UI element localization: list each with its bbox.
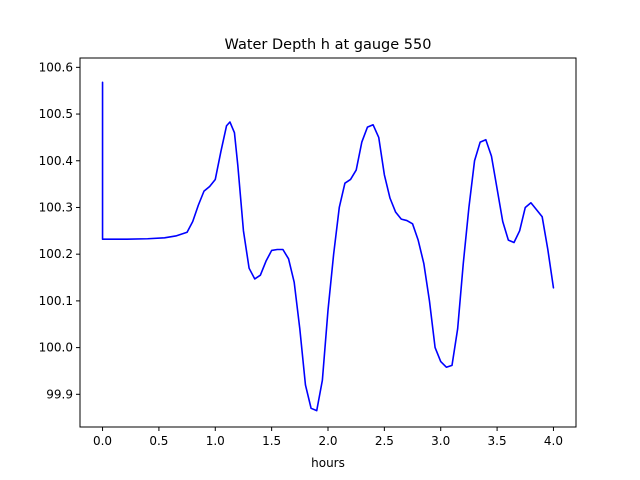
x-tick-label: 0.0 bbox=[93, 434, 112, 448]
y-tick-label: 100.5 bbox=[39, 107, 73, 121]
x-tick-label: 2.0 bbox=[318, 434, 337, 448]
x-tick-label: 3.5 bbox=[488, 434, 507, 448]
y-tick-label: 99.9 bbox=[46, 387, 73, 401]
y-tick-label: 100.0 bbox=[39, 341, 73, 355]
y-tick-label: 100.3 bbox=[39, 200, 73, 214]
y-tick-label: 100.1 bbox=[39, 294, 73, 308]
x-tick-label: 2.5 bbox=[375, 434, 394, 448]
x-tick-label: 1.0 bbox=[206, 434, 225, 448]
x-tick-label: 1.5 bbox=[262, 434, 281, 448]
x-axis-ticks: 0.0 0.5 1.0 1.5 2.0 2.5 3.0 3.5 4.0 bbox=[93, 427, 563, 448]
chart-title: Water Depth h at gauge 550 bbox=[225, 37, 432, 53]
x-tick-label: 3.0 bbox=[431, 434, 450, 448]
x-tick-label: 0.5 bbox=[149, 434, 168, 448]
plot-area bbox=[79, 57, 577, 428]
x-axis-label: hours bbox=[311, 456, 345, 470]
series-layer bbox=[101, 81, 555, 412]
y-axis-ticks: 99.9 100.0 100.1 100.2 100.3 100.4 100.5 100.6 bbox=[39, 60, 80, 401]
series-line bbox=[101, 81, 555, 412]
y-tick-label: 100.6 bbox=[39, 60, 73, 74]
y-tick-label: 100.4 bbox=[39, 154, 73, 168]
x-tick-label: 4.0 bbox=[544, 434, 563, 448]
y-tick-label: 100.2 bbox=[39, 247, 73, 261]
